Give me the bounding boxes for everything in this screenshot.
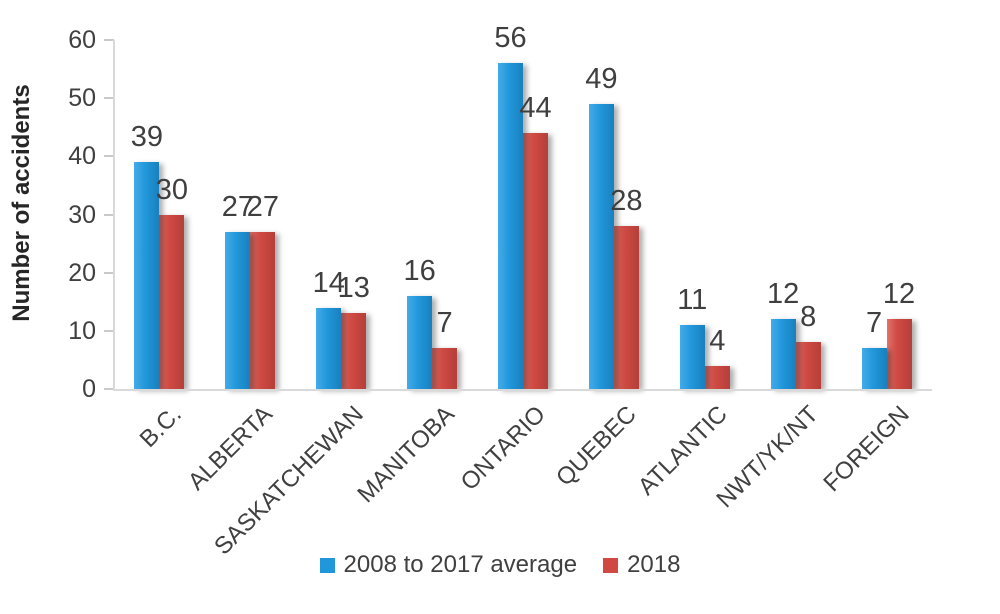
bar-value-label: 28: [610, 185, 643, 218]
bar: [523, 133, 548, 389]
legend-item: 2008 to 2017 average: [319, 551, 578, 579]
y-tick-mark: [104, 155, 114, 158]
bar: [159, 214, 185, 389]
y-tick-mark: [104, 271, 114, 274]
y-tick-mark: [104, 97, 114, 100]
bar: [588, 103, 614, 389]
y-tick-label: 30: [68, 200, 96, 229]
bar-value-label: 27: [221, 190, 254, 223]
bar-value-label: 44: [519, 92, 552, 125]
bar: [134, 162, 160, 389]
y-tick-label: 50: [68, 84, 96, 113]
bar-value-label: 4: [709, 324, 726, 357]
bar: [679, 325, 705, 389]
y-tick-label: 40: [68, 142, 96, 171]
bar-value-label: 11: [677, 284, 708, 317]
bar: [432, 348, 458, 389]
bar-value-label: 16: [403, 254, 436, 287]
bar-value-label: 7: [436, 307, 453, 340]
y-axis-line: [113, 40, 115, 391]
bar-value-label: 7: [865, 307, 883, 340]
y-tick-label: 60: [68, 26, 96, 54]
bar-value-label: 14: [312, 266, 345, 299]
bar: [341, 313, 367, 389]
bar-value-label: 56: [494, 22, 527, 55]
bar: [407, 295, 433, 389]
bar: [498, 63, 523, 389]
bar: [861, 348, 887, 389]
bar: [770, 319, 796, 389]
legend: 2008 to 2017 average 2018: [0, 551, 1000, 579]
x-axis-line: [113, 389, 932, 391]
bar: [613, 226, 639, 389]
bar-value-label: 39: [130, 121, 164, 154]
bar: [795, 342, 821, 389]
y-tick-mark: [104, 388, 114, 390]
bar: [250, 231, 276, 389]
y-tick-label: 10: [68, 316, 96, 345]
bar-value-label: 12: [767, 278, 800, 311]
y-tick-mark: [104, 213, 114, 216]
bar-value-label: 30: [155, 173, 189, 206]
bar: [704, 365, 730, 389]
bar-value-label: 13: [337, 272, 370, 305]
legend-swatch: [603, 557, 619, 573]
y-tick-mark: [104, 39, 114, 41]
y-tick-label: 0: [82, 375, 96, 403]
y-tick-mark: [104, 329, 114, 332]
bar: [886, 319, 912, 389]
bar: [316, 307, 342, 389]
bar-value-label: 49: [585, 62, 618, 95]
legend-label: 2018: [627, 551, 681, 578]
bar-value-label: 12: [882, 278, 916, 311]
bar-value-label: 27: [246, 190, 279, 223]
bar-value-label: 8: [800, 301, 817, 334]
bar: [225, 231, 251, 389]
y-tick-label: 20: [68, 258, 96, 287]
legend-label: 2008 to 2017 average: [343, 551, 578, 578]
legend-item: 2018: [603, 551, 680, 579]
legend-swatch: [319, 557, 335, 573]
